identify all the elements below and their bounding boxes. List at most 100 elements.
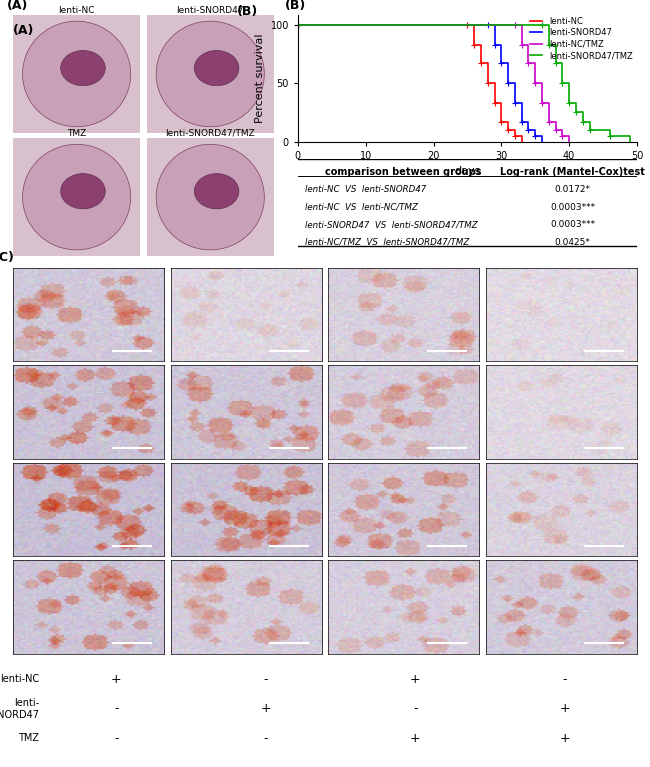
lenti-SNORD47 [504, 78, 512, 87]
lenti-SNORD47/TMZ [579, 117, 587, 127]
Text: -: - [114, 732, 118, 745]
lenti-SNORD47 [497, 59, 505, 68]
lenti-SNORD47/TMZ [606, 126, 614, 135]
lenti-SNORD47/TMZ [294, 20, 302, 29]
Text: lenti-NC  VS  lenti-NC/TMZ: lenti-NC VS lenti-NC/TMZ [305, 202, 417, 212]
lenti-NC [511, 131, 519, 140]
lenti-NC/TMZ [531, 59, 539, 68]
lenti-SNORD47/TMZ [606, 131, 614, 140]
lenti-NC [477, 40, 485, 49]
Text: +: + [560, 703, 570, 716]
lenti-NC/TMZ [518, 40, 526, 49]
Ellipse shape [156, 144, 265, 250]
lenti-NC [484, 78, 491, 87]
lenti-SNORD47/TMZ [627, 131, 634, 140]
lenti-SNORD47 [518, 117, 526, 127]
lenti-SNORD47/TMZ [566, 78, 573, 87]
lenti-NC [491, 98, 499, 107]
lenti-NC [518, 131, 526, 140]
lenti-SNORD47 [531, 126, 539, 135]
Text: lenti-NC  VS  lenti-SNORD47: lenti-NC VS lenti-SNORD47 [305, 185, 426, 194]
Text: -: - [413, 703, 417, 716]
Ellipse shape [194, 51, 239, 86]
lenti-NC [518, 137, 526, 146]
lenti-SNORD47/TMZ [566, 98, 573, 107]
lenti-SNORD47/TMZ [552, 40, 560, 49]
lenti-SNORD47 [511, 78, 519, 87]
Text: -: - [263, 673, 268, 686]
lenti-NC/TMZ [525, 59, 532, 68]
lenti-SNORD47 [538, 137, 546, 146]
lenti-NC/TMZ [531, 78, 539, 87]
Text: 0.0172*: 0.0172* [554, 185, 591, 194]
lenti-NC/TMZ [545, 117, 552, 127]
lenti-NC [471, 20, 478, 29]
lenti-NC [497, 117, 505, 127]
Text: -: - [562, 673, 567, 686]
Line: lenti-SNORD47: lenti-SNORD47 [298, 25, 542, 142]
lenti-SNORD47/TMZ [545, 40, 552, 49]
Ellipse shape [156, 21, 265, 127]
lenti-SNORD47 [484, 20, 491, 29]
Ellipse shape [23, 144, 131, 250]
lenti-SNORD47/TMZ [579, 108, 587, 117]
Text: +: + [410, 673, 421, 686]
lenti-NC/TMZ [518, 20, 526, 29]
lenti-SNORD47 [525, 126, 532, 135]
Line: lenti-SNORD47/TMZ: lenti-SNORD47/TMZ [298, 25, 630, 142]
X-axis label: days: days [454, 166, 480, 176]
lenti-SNORD47/TMZ [572, 108, 580, 117]
Text: (A): (A) [13, 25, 34, 37]
lenti-NC [484, 59, 491, 68]
lenti-NC/TMZ [511, 20, 519, 29]
Text: -: - [114, 703, 118, 716]
lenti-SNORD47 [504, 59, 512, 68]
lenti-NC/TMZ [511, 20, 519, 29]
Text: (C): (C) [0, 251, 14, 264]
lenti-NC/TMZ [538, 98, 546, 107]
lenti-NC [504, 117, 512, 127]
Title: lenti-SNORD47: lenti-SNORD47 [177, 5, 244, 15]
lenti-SNORD47/TMZ [538, 20, 546, 29]
lenti-SNORD47 [294, 20, 302, 29]
lenti-NC [463, 20, 471, 29]
lenti-NC/TMZ [558, 131, 566, 140]
lenti-SNORD47/TMZ [586, 117, 593, 127]
lenti-SNORD47 [518, 98, 526, 107]
Text: (B): (B) [285, 0, 306, 12]
lenti-NC/TMZ [294, 20, 302, 29]
Title: lenti-NC: lenti-NC [58, 5, 95, 15]
lenti-NC/TMZ [566, 137, 573, 146]
lenti-NC/TMZ [538, 78, 546, 87]
Ellipse shape [60, 51, 105, 86]
Ellipse shape [23, 21, 131, 127]
Text: lenti-
SNORD47: lenti- SNORD47 [0, 698, 39, 719]
Text: 0.0003***: 0.0003*** [550, 220, 595, 229]
Text: -: - [263, 732, 268, 745]
lenti-NC [491, 78, 499, 87]
lenti-NC [471, 40, 478, 49]
lenti-SNORD47/TMZ [558, 78, 566, 87]
Text: +: + [560, 732, 570, 745]
lenti-NC [463, 20, 471, 29]
lenti-NC [497, 98, 505, 107]
Ellipse shape [60, 173, 105, 209]
lenti-SNORD47/TMZ [558, 59, 566, 68]
Y-axis label: Percent survival: Percent survival [255, 34, 265, 123]
lenti-NC [511, 126, 519, 135]
Text: +: + [410, 732, 421, 745]
lenti-NC [504, 126, 512, 135]
lenti-SNORD47 [525, 117, 532, 127]
lenti-SNORD47/TMZ [627, 137, 634, 146]
Text: lenti-NC/TMZ  VS  lenti-SNORD47/TMZ: lenti-NC/TMZ VS lenti-SNORD47/TMZ [305, 238, 469, 247]
lenti-SNORD47/TMZ [572, 98, 580, 107]
Line: lenti-NC/TMZ: lenti-NC/TMZ [298, 25, 569, 142]
Text: (A): (A) [6, 0, 28, 12]
Line: lenti-NC: lenti-NC [298, 25, 522, 142]
lenti-NC/TMZ [552, 126, 560, 135]
lenti-SNORD47/TMZ [586, 126, 593, 135]
Title: lenti-SNORD47/TMZ: lenti-SNORD47/TMZ [165, 129, 255, 138]
lenti-NC/TMZ [525, 40, 532, 49]
Text: lenti-SNORD47  VS  lenti-SNORD47/TMZ: lenti-SNORD47 VS lenti-SNORD47/TMZ [305, 220, 477, 229]
Text: +: + [111, 673, 122, 686]
